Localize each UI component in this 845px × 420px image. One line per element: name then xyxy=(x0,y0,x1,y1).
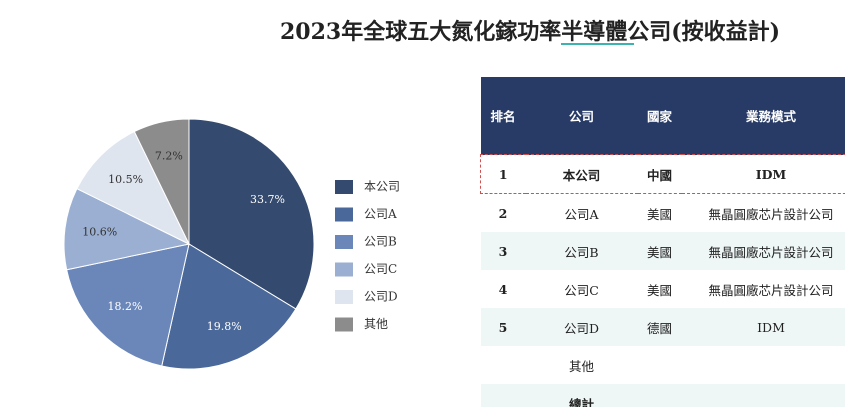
slice-label: 33.7% xyxy=(250,193,285,206)
header-cell: 國家 xyxy=(637,77,682,155)
table-cell: 無晶圓廠芯片設計公司 xyxy=(681,232,845,270)
pie-slice xyxy=(63,187,191,271)
legend-swatch xyxy=(335,207,353,222)
table-cell: 美國 xyxy=(646,206,672,222)
title-decoration xyxy=(561,43,634,45)
legend-swatch xyxy=(335,180,353,194)
table-cell xyxy=(637,384,682,407)
table-row: 4 公司C 美國 無晶圓廠芯片設計公司 xyxy=(481,270,845,308)
table-cell: 公司B xyxy=(525,232,638,270)
legend-label: 其他 xyxy=(364,317,388,331)
legend-label: 公司B xyxy=(364,235,397,249)
table-cell xyxy=(481,346,526,384)
table-cell: 中國 xyxy=(637,154,682,194)
header-cell: 公司 xyxy=(525,77,638,155)
table-row: 5 公司D 德國 IDM xyxy=(480,308,845,346)
table-cell: 公司C xyxy=(564,282,599,298)
pie-slice xyxy=(66,243,190,367)
slice-label: 19.8% xyxy=(207,320,242,333)
table-cell: IDM xyxy=(681,308,845,346)
pie-slice xyxy=(133,118,190,245)
legend-label: 公司D xyxy=(364,290,398,304)
slice-label: 10.5% xyxy=(108,173,143,186)
table-cell xyxy=(682,346,845,384)
legend-label: 公司A xyxy=(364,207,397,221)
legend-label: 本公司 xyxy=(364,180,400,194)
table-cell: 無晶圓廠芯片設計公司 xyxy=(708,282,834,298)
table-row: 總計 xyxy=(480,384,845,407)
table-cell: 1 xyxy=(480,154,526,194)
table-cell: 其他 xyxy=(568,358,594,374)
table-cell xyxy=(480,384,526,407)
slice-label: 10.6% xyxy=(82,226,117,239)
table-cell: 公司D xyxy=(525,308,638,346)
page-title: 2023年全球五大氮化鎵功率半導體公司(按收益計) xyxy=(279,19,781,45)
legend-swatch xyxy=(335,290,353,304)
table-cell: 美國 xyxy=(646,282,672,298)
table-cell: 德國 xyxy=(637,308,682,346)
table-cell: 3 xyxy=(480,232,526,270)
pie-slice xyxy=(76,130,191,246)
legend-swatch xyxy=(335,317,353,332)
table-cell: 2 xyxy=(498,205,508,221)
pie-slice xyxy=(188,118,315,310)
table-cell: 總計 xyxy=(525,384,638,407)
table-row: 1 本公司 中國 IDM xyxy=(480,154,845,194)
table-cell: 5 xyxy=(480,308,526,346)
table-cell: 美國 xyxy=(637,232,682,270)
ranking-table: 排名 公司 國家 業務模式 1 本公司 中國 IDM 2 公司A 美國 無晶圓廠芯片設計公司 3 公司B… xyxy=(480,77,845,407)
table-row: 其他 xyxy=(481,346,845,384)
table-cell xyxy=(681,384,845,407)
slice-label: 18.2% xyxy=(107,300,142,313)
table-cell: 4 xyxy=(498,281,508,297)
table-row: 3 公司B 美國 無晶圓廠芯片設計公司 xyxy=(480,232,845,270)
table-cell: 無晶圓廠芯片設計公司 xyxy=(708,206,834,222)
table-container: 排名 公司 國家 業務模式 1 本公司 中國 IDM 2 公司A 美國 無晶圓廠芯片設計公司 3 公司B… xyxy=(480,77,845,407)
table-row: 2 公司A 美國 無晶圓廠芯片設計公司 xyxy=(481,194,845,233)
legend-swatch xyxy=(335,262,353,277)
header-cell: 排名 xyxy=(480,77,526,155)
header-cell: 業務模式 xyxy=(681,77,845,155)
slice-label: 7.2% xyxy=(155,149,183,162)
header-row: 排名 公司 國家 業務模式 xyxy=(480,77,845,155)
legend-swatch xyxy=(335,235,353,249)
legend-label: 公司C xyxy=(364,262,397,276)
pie-slice xyxy=(161,243,297,370)
table-cell: 公司A xyxy=(564,206,599,222)
table-cell xyxy=(638,346,682,384)
table-cell: IDM xyxy=(681,154,845,194)
table-cell: 本公司 xyxy=(525,154,638,194)
